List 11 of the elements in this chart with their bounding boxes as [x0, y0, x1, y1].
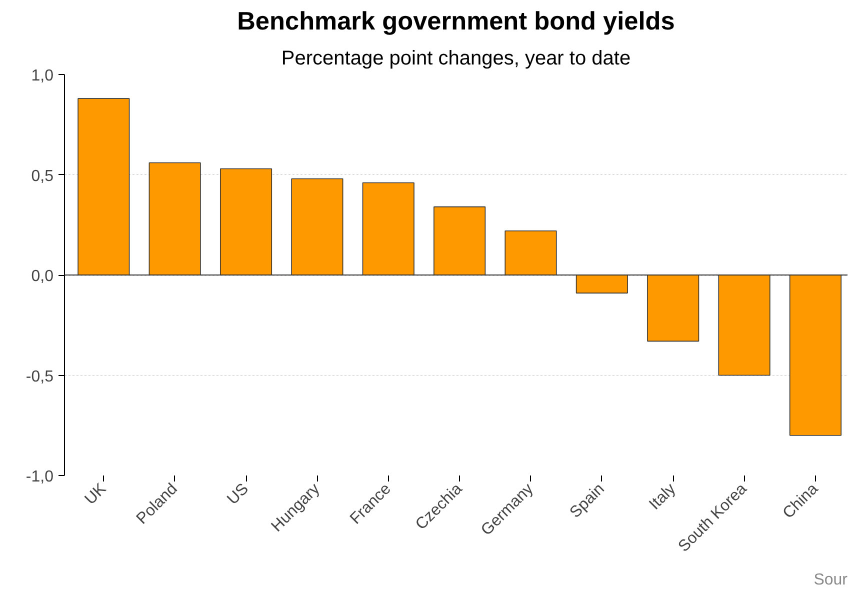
text: Sour	[814, 572, 848, 588]
chart-subtitle: Percentage point changes, year to date	[281, 48, 631, 70]
y-tick-label: 1,0	[31, 68, 54, 84]
y-tick-label: -1,0	[26, 468, 54, 486]
y-tick-label: 0,0	[31, 268, 54, 285]
y-tick-label: 0,5	[31, 168, 54, 185]
x-tick-label: US	[224, 480, 252, 508]
x-tick-label: UK	[82, 480, 110, 508]
x-tick-label: Italy	[646, 480, 680, 514]
chart-title: Benchmark government bond yields	[237, 8, 675, 36]
y-tick-label: -0,5	[26, 368, 54, 386]
